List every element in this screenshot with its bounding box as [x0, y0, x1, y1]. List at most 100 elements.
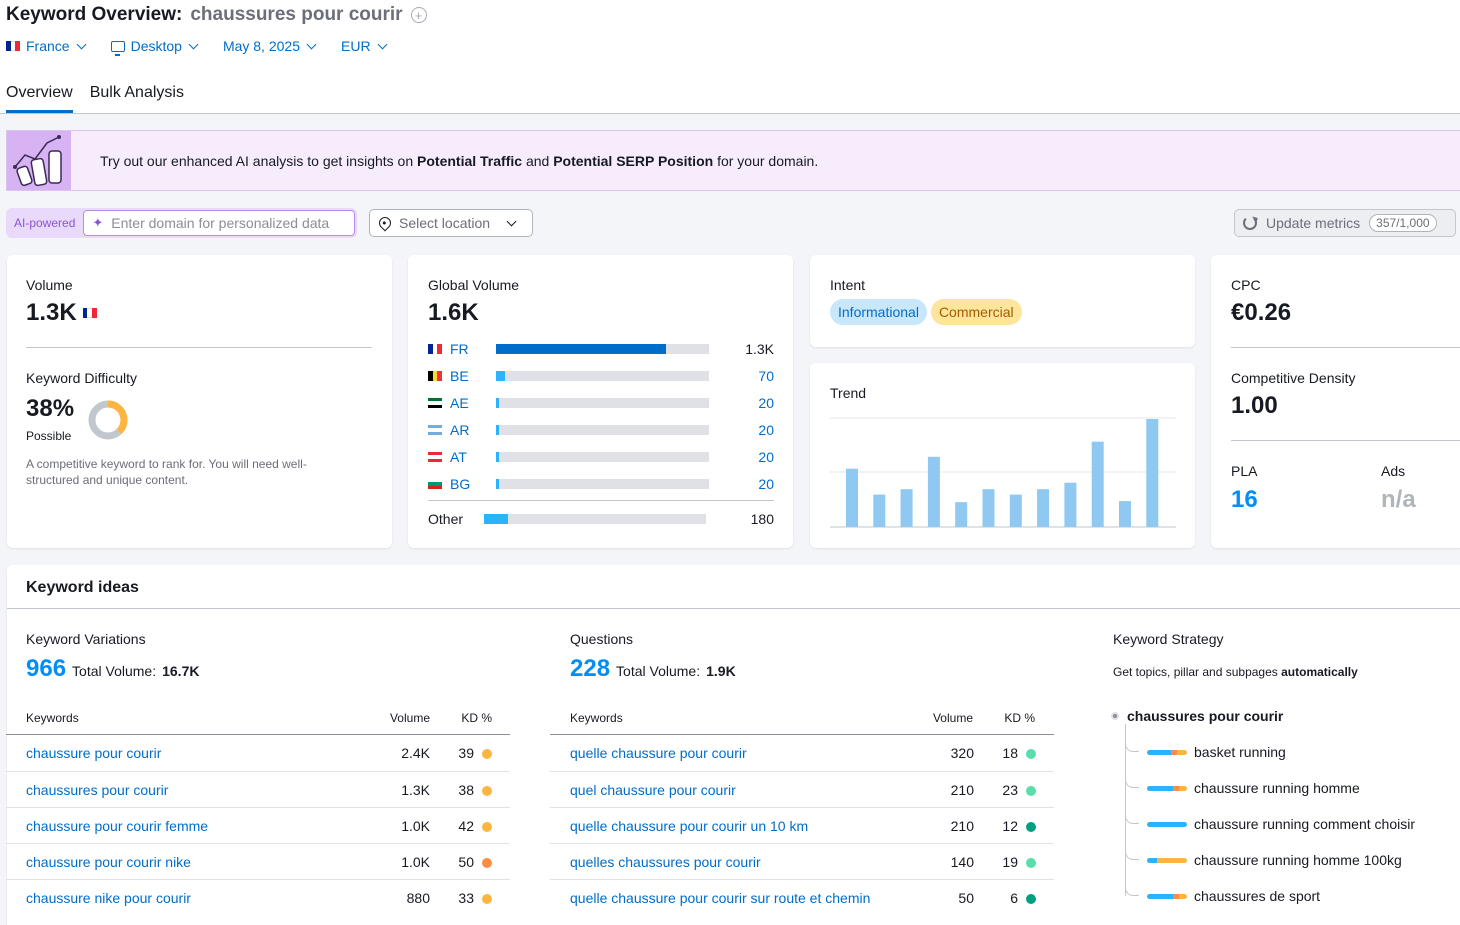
trend-bar[interactable]: [873, 494, 886, 527]
keyword-kd: 19: [986, 854, 1036, 870]
country-volume[interactable]: 70: [758, 368, 774, 384]
variation-row: chaussure pour courir femme 1.0K 42: [6, 807, 510, 843]
trend-label: Trend: [830, 385, 867, 401]
date-filter[interactable]: May 8, 2025: [222, 38, 317, 54]
tree-branch: [1125, 874, 1139, 896]
keyword-link[interactable]: quelles chaussures pour courir: [570, 853, 761, 870]
strategy-root-keyword[interactable]: chaussures pour courir: [1127, 708, 1284, 724]
question-row: quelle chaussure pour courir sur route e…: [550, 879, 1054, 915]
country-code[interactable]: AT: [450, 449, 467, 465]
country-code[interactable]: AE: [450, 395, 469, 411]
select-location-dropdown[interactable]: Select location: [369, 209, 533, 237]
kd-description: A competitive keyword to rank for. You w…: [26, 457, 307, 487]
global-volume-row-at[interactable]: AT 20: [428, 447, 774, 467]
trend-bar[interactable]: [900, 489, 913, 527]
country-code[interactable]: FR: [450, 341, 469, 357]
kd-value: 6: [1010, 889, 1018, 906]
competitive-density-value: 1.00: [1231, 392, 1278, 419]
intent-mix-bar: [1147, 821, 1187, 827]
tree-branch: [1125, 730, 1139, 752]
tab-bulk-analysis[interactable]: Bulk Analysis: [89, 84, 184, 101]
update-metrics-label: Update metrics: [1266, 215, 1361, 231]
divider: [26, 347, 372, 348]
trend-bar[interactable]: [1091, 441, 1104, 527]
tree-branch: [1125, 766, 1139, 788]
strategy-subtopic-label: chaussure running homme 100kg: [1194, 852, 1402, 868]
kd-value: 23: [1002, 781, 1018, 798]
trend-bar[interactable]: [955, 502, 968, 527]
keyword-link[interactable]: chaussure nike pour courir: [26, 889, 191, 906]
global-volume-row-be[interactable]: BE 70: [428, 366, 774, 386]
strategy-subtopic[interactable]: chaussures de sport: [1147, 888, 1320, 904]
trend-card: Trend: [810, 363, 1195, 548]
keyword-link[interactable]: quelle chaussure pour courir sur route e…: [570, 889, 871, 906]
strategy-subtopic[interactable]: basket running: [1147, 744, 1286, 760]
domain-input[interactable]: [111, 215, 350, 231]
global-volume-row-ae[interactable]: AE 20: [428, 393, 774, 413]
country-code[interactable]: AR: [450, 422, 470, 438]
kd-value: 50: [458, 853, 474, 870]
chevron-down-icon: [377, 39, 388, 49]
trend-bar[interactable]: [1037, 489, 1050, 527]
domain-input-wrapper: ✦: [83, 210, 356, 236]
trend-bar[interactable]: [1119, 501, 1131, 527]
volume-share-bar: [496, 425, 709, 435]
trend-bar[interactable]: [982, 489, 995, 527]
add-to-list-icon[interactable]: +: [410, 7, 427, 23]
strategy-desc-text: Get topics, pillar and subpages: [1113, 665, 1278, 679]
country-code[interactable]: BG: [450, 476, 471, 492]
questions-count[interactable]: 228: [570, 655, 611, 682]
variations-count[interactable]: 966: [26, 655, 67, 682]
variations-col-keywords: Keywords: [26, 711, 79, 725]
device-filter-label: Desktop: [130, 38, 182, 54]
kd-value: 38%: [26, 395, 75, 422]
country-volume[interactable]: 20: [758, 476, 774, 492]
tree-root-dot-icon: [1111, 712, 1119, 720]
update-metrics-button[interactable]: Update metrics 357/1,000: [1234, 209, 1456, 237]
keyword-link[interactable]: chaussure pour courir nike: [26, 853, 191, 870]
global-volume-row-fr[interactable]: FR 1.3K: [428, 339, 774, 359]
country-volume[interactable]: 20: [758, 449, 774, 465]
france-flag-icon: [82, 308, 97, 318]
keyword-link[interactable]: chaussures pour courir: [26, 781, 169, 798]
keyword-strategy-label: Keyword Strategy: [1113, 631, 1224, 647]
tab-overview[interactable]: Overview: [6, 84, 73, 113]
global-volume-card: Global Volume 1.6K FR 1.3K BE 70 AE 20 AR 20 AT 2…: [408, 255, 793, 548]
country-volume[interactable]: 20: [758, 395, 774, 411]
keyword-ideas-title: Keyword ideas: [26, 579, 139, 596]
pla-value[interactable]: 16: [1231, 486, 1258, 513]
keyword-title: chaussures pour courir: [190, 4, 403, 25]
trend-bar[interactable]: [1146, 419, 1159, 527]
keyword-link[interactable]: chaussure pour courir femme: [26, 817, 209, 834]
keyword-link[interactable]: quelle chaussure pour courir: [570, 745, 747, 761]
country-filter[interactable]: France: [6, 38, 87, 54]
keyword-link[interactable]: quelle chaussure pour courir un 10 km: [570, 817, 809, 834]
intent-commercial-badge: Commercial: [930, 299, 1022, 325]
trend-bar[interactable]: [1064, 482, 1077, 527]
currency-filter[interactable]: EUR: [341, 38, 388, 54]
date-filter-label: May 8, 2025: [222, 38, 300, 54]
strategy-subtopic[interactable]: chaussure running comment choisir: [1147, 816, 1415, 832]
trend-bar[interactable]: [927, 456, 940, 527]
trend-bar[interactable]: [846, 468, 858, 527]
keyword-kd: 50: [442, 854, 492, 870]
volume-value-row: 1.3K: [26, 299, 97, 327]
keyword-link[interactable]: quel chaussure pour courir: [570, 781, 736, 798]
country-volume[interactable]: 20: [758, 422, 774, 438]
quota-badge: 357/1,000: [1369, 214, 1437, 232]
global-volume-row-bg[interactable]: BG 20: [428, 474, 774, 494]
strategy-subtopic[interactable]: chaussure running homme: [1147, 780, 1360, 796]
trend-bar[interactable]: [1009, 494, 1022, 527]
intent-informational-badge: Informational: [830, 299, 927, 325]
filters-bar: France Desktop May 8, 2025 EUR: [6, 38, 388, 56]
kd-value: 12: [1002, 817, 1018, 834]
device-filter[interactable]: Desktop: [110, 38, 199, 56]
strategy-subtopic[interactable]: chaussure running homme 100kg: [1147, 852, 1402, 868]
global-volume-value: 1.6K: [428, 299, 479, 326]
chevron-down-icon: [306, 39, 317, 49]
banner-text-pre: Try out our enhanced AI analysis to get …: [100, 152, 414, 169]
keyword-ideas-card: [7, 565, 1460, 925]
country-code[interactable]: BE: [450, 368, 469, 384]
global-volume-row-ar[interactable]: AR 20: [428, 420, 774, 440]
keyword-link[interactable]: chaussure pour courir: [26, 745, 162, 761]
